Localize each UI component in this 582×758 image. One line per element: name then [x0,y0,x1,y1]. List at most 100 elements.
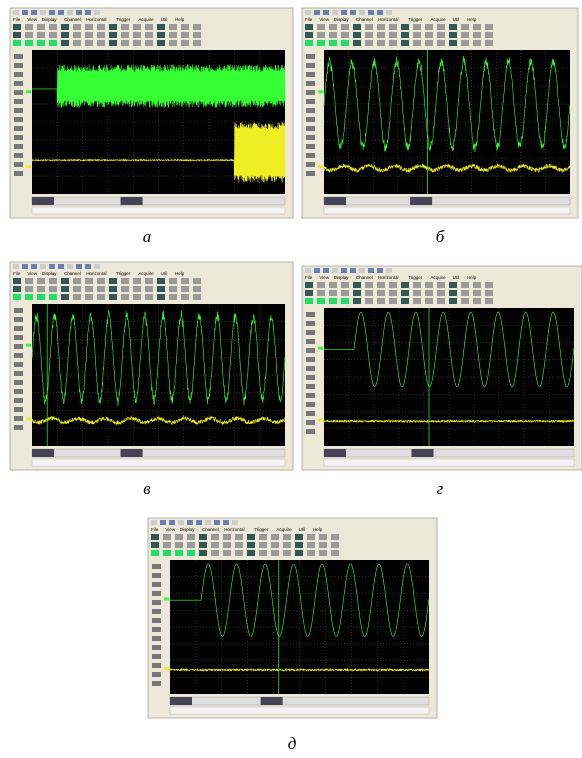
toolbar-icon [485,40,493,46]
toolbar-icon [178,520,184,525]
toolbar-icon [169,40,177,46]
toolbar-icon [437,40,445,46]
toolbar-icon [271,550,279,556]
side-icon [152,681,161,686]
menu-item: Channel [202,527,219,532]
toolbar-icon [317,282,325,288]
ch1-marker [26,344,31,347]
toolbar-icon [22,10,28,15]
toolbar-icon [49,294,57,300]
toolbar-icon [40,264,46,269]
side-icon [14,344,23,349]
toolbar-icon [25,278,33,284]
side-icon [14,63,23,68]
toolbar-icon [413,290,421,296]
toolbar-icon [223,534,231,540]
toolbar-icon [13,278,21,284]
toolbar-icon [133,32,141,38]
toolbar-icon [73,278,81,284]
toolbar-icon [175,542,183,548]
toolbar-icon [85,264,91,269]
toolbar-icon [151,534,159,540]
toolbar-icon [133,40,141,46]
side-icon [152,591,161,596]
side-icon [306,348,315,353]
toolbar-icon [49,264,55,269]
toolbar-icon [317,32,325,38]
menu-item: File [13,17,21,22]
toolbar-icon [353,298,361,304]
toolbar-icon [283,534,291,540]
toolbar-icon [353,32,361,38]
menu-item: Horizontal [86,271,106,276]
side-icon [14,389,23,394]
toolbar-icon [49,24,57,30]
ch2-marker [318,165,323,168]
toolbar-icon [163,542,171,548]
toolbar-icon [329,298,337,304]
toolbar-icon [61,24,69,30]
side-icon [306,126,315,131]
toolbar-icon [323,10,329,15]
toolbar-icon [121,40,129,46]
status-field [412,449,434,457]
toolbar-icon [169,32,177,38]
toolbar-icon [332,10,338,15]
toolbar-icon [175,550,183,556]
toolbar-icon [85,32,93,38]
toolbar-icon [329,290,337,296]
menu-item: Display [334,275,350,280]
side-icon [14,90,23,95]
toolbar-icon [247,534,255,540]
menu-item: Help [467,275,477,280]
toolbar-icon [437,298,445,304]
status-bar [32,449,285,457]
toolbar-icon [425,290,433,296]
toolbar-icon [37,286,45,292]
toolbar-icon [193,24,201,30]
toolbar-icon [247,542,255,548]
side-icon [14,117,23,122]
toolbar-icon [133,278,141,284]
toolbar-icon [121,24,129,30]
side-icon [306,81,315,86]
toolbar-icon [169,286,177,292]
side-icon [152,636,161,641]
toolbar-icon [341,290,349,296]
menu-item: Horizontal [224,527,244,532]
menu-item: Horizontal [86,17,106,22]
ch1-marker [318,347,323,350]
toolbar-icon [323,268,329,273]
toolbar-icon [449,298,457,304]
toolbar-icon [365,282,373,288]
caption: в [143,479,151,498]
status-field [410,197,432,205]
toolbar-icon [401,40,409,46]
toolbar-icon [331,550,339,556]
toolbar-icon [317,24,325,30]
toolbar-icon [235,542,243,548]
toolbar-icon [199,542,207,548]
toolbar-icon [13,10,19,15]
toolbar-icon [329,40,337,46]
side-icon [14,171,23,176]
toolbar-icon [109,294,117,300]
toolbar-icon [377,298,385,304]
side-icon [306,384,315,389]
toolbar-icon [259,534,267,540]
toolbar-icon [271,534,279,540]
toolbar-icon [365,24,373,30]
menu-item: View [319,275,329,280]
toolbar-icon [305,298,313,304]
toolbar-icon [13,24,21,30]
toolbar-icon [401,298,409,304]
toolbar-icon [13,40,21,46]
toolbar-icon [25,32,33,38]
toolbar-icon [193,32,201,38]
toolbar-icon [389,40,397,46]
toolbar-icon [61,294,69,300]
toolbar-icon [49,40,57,46]
menu-item: Acquire [430,275,446,280]
toolbar-icon [145,278,153,284]
toolbar-icon [295,534,303,540]
